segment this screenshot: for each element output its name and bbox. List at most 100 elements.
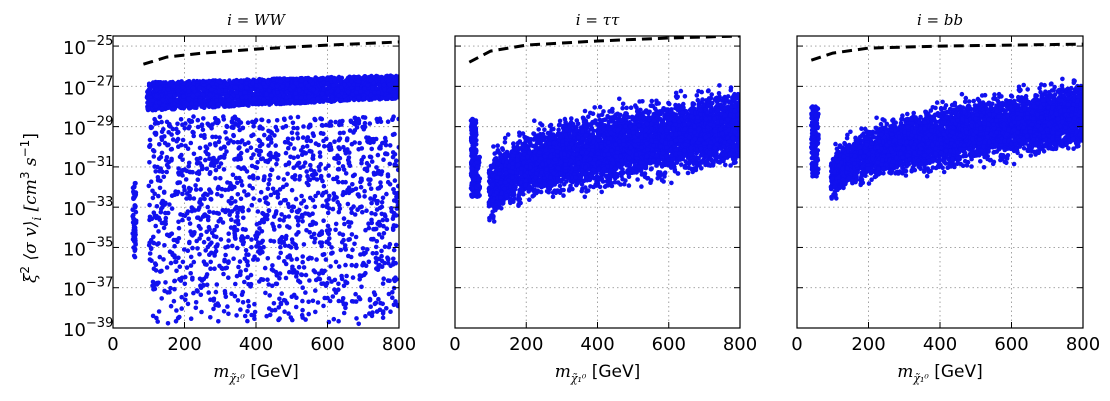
data-point: [196, 215, 201, 220]
data-point: [306, 94, 312, 100]
data-point: [266, 181, 272, 187]
data-point: [365, 139, 371, 145]
data-point: [272, 133, 277, 138]
data-point: [326, 173, 332, 178]
data-point: [213, 143, 218, 148]
data-point: [381, 157, 386, 162]
data-point: [362, 115, 368, 120]
data-point: [191, 259, 197, 265]
data-point: [188, 254, 194, 260]
data-point: [166, 105, 172, 110]
y-tick-label: 10−29: [63, 115, 113, 140]
data-point: [150, 313, 156, 319]
data-point: [218, 84, 224, 89]
data-point: [271, 301, 277, 306]
data-point: [222, 257, 227, 263]
data-point: [393, 299, 398, 304]
data-point: [248, 145, 254, 150]
data-point: [133, 209, 139, 215]
data-point: [168, 303, 174, 309]
data-point: [240, 289, 246, 295]
data-point: [312, 204, 318, 210]
data-point: [253, 118, 259, 123]
data-point: [475, 183, 481, 188]
data-point: [244, 252, 249, 257]
data-point: [216, 164, 222, 170]
data-point: [257, 198, 263, 203]
data-point: [172, 278, 177, 284]
data-point: [470, 192, 475, 198]
data-point: [210, 134, 215, 140]
data-point: [164, 265, 170, 270]
data-point: [218, 161, 224, 166]
data-point: [352, 212, 358, 217]
data-point: [367, 121, 373, 126]
data-point: [351, 97, 357, 103]
data-point: [208, 163, 214, 168]
scatter-series: [468, 83, 740, 224]
data-point: [321, 183, 327, 189]
data-point: [156, 156, 162, 161]
data-point: [213, 244, 219, 250]
data-point: [346, 155, 352, 160]
data-point: [279, 291, 285, 296]
data-point: [296, 230, 301, 235]
data-point: [197, 276, 203, 282]
data-point: [336, 145, 342, 150]
data-point: [297, 207, 302, 213]
data-point: [201, 116, 206, 121]
data-point: [239, 183, 245, 188]
data-point: [355, 192, 361, 197]
data-point: [204, 282, 210, 288]
data-point: [281, 297, 287, 303]
data-point: [184, 196, 189, 201]
data-point: [198, 292, 204, 298]
data-point: [221, 167, 227, 172]
data-point: [235, 245, 240, 251]
data-point: [298, 78, 304, 83]
data-point: [186, 160, 192, 166]
data-point: [197, 85, 202, 91]
data-point: [376, 90, 381, 95]
data-point: [162, 134, 167, 139]
data-point: [202, 191, 208, 197]
data-point: [275, 90, 280, 95]
data-point: [191, 81, 196, 86]
data-point: [151, 266, 157, 272]
data-point: [384, 191, 389, 197]
data-point: [320, 252, 326, 258]
data-point: [320, 203, 326, 209]
data-point: [333, 119, 338, 125]
data-point: [283, 150, 289, 156]
data-point: [329, 97, 335, 102]
data-point: [228, 225, 234, 230]
data-point: [620, 101, 626, 107]
data-point: [226, 238, 231, 243]
data-point: [391, 247, 397, 253]
data-point: [333, 227, 338, 233]
data-point: [171, 237, 177, 243]
data-point: [213, 134, 219, 140]
data-point: [473, 120, 479, 126]
data-point: [153, 223, 158, 229]
data-point: [294, 271, 299, 277]
data-point: [206, 78, 212, 84]
data-point: [336, 166, 342, 172]
data-point: [477, 193, 482, 198]
data-point: [232, 293, 238, 299]
data-point: [202, 212, 208, 217]
data-point: [272, 307, 278, 313]
data-point: [351, 130, 356, 135]
data-point: [168, 232, 173, 237]
data-point: [321, 80, 326, 85]
data-point: [289, 237, 295, 242]
data-point: [149, 125, 154, 130]
data-point: [298, 95, 304, 100]
data-point: [176, 166, 181, 171]
data-point: [366, 135, 372, 141]
data-point: [246, 303, 252, 309]
data-point: [229, 195, 234, 201]
data-point: [471, 137, 476, 143]
data-point: [383, 96, 389, 102]
data-point: [242, 142, 248, 147]
